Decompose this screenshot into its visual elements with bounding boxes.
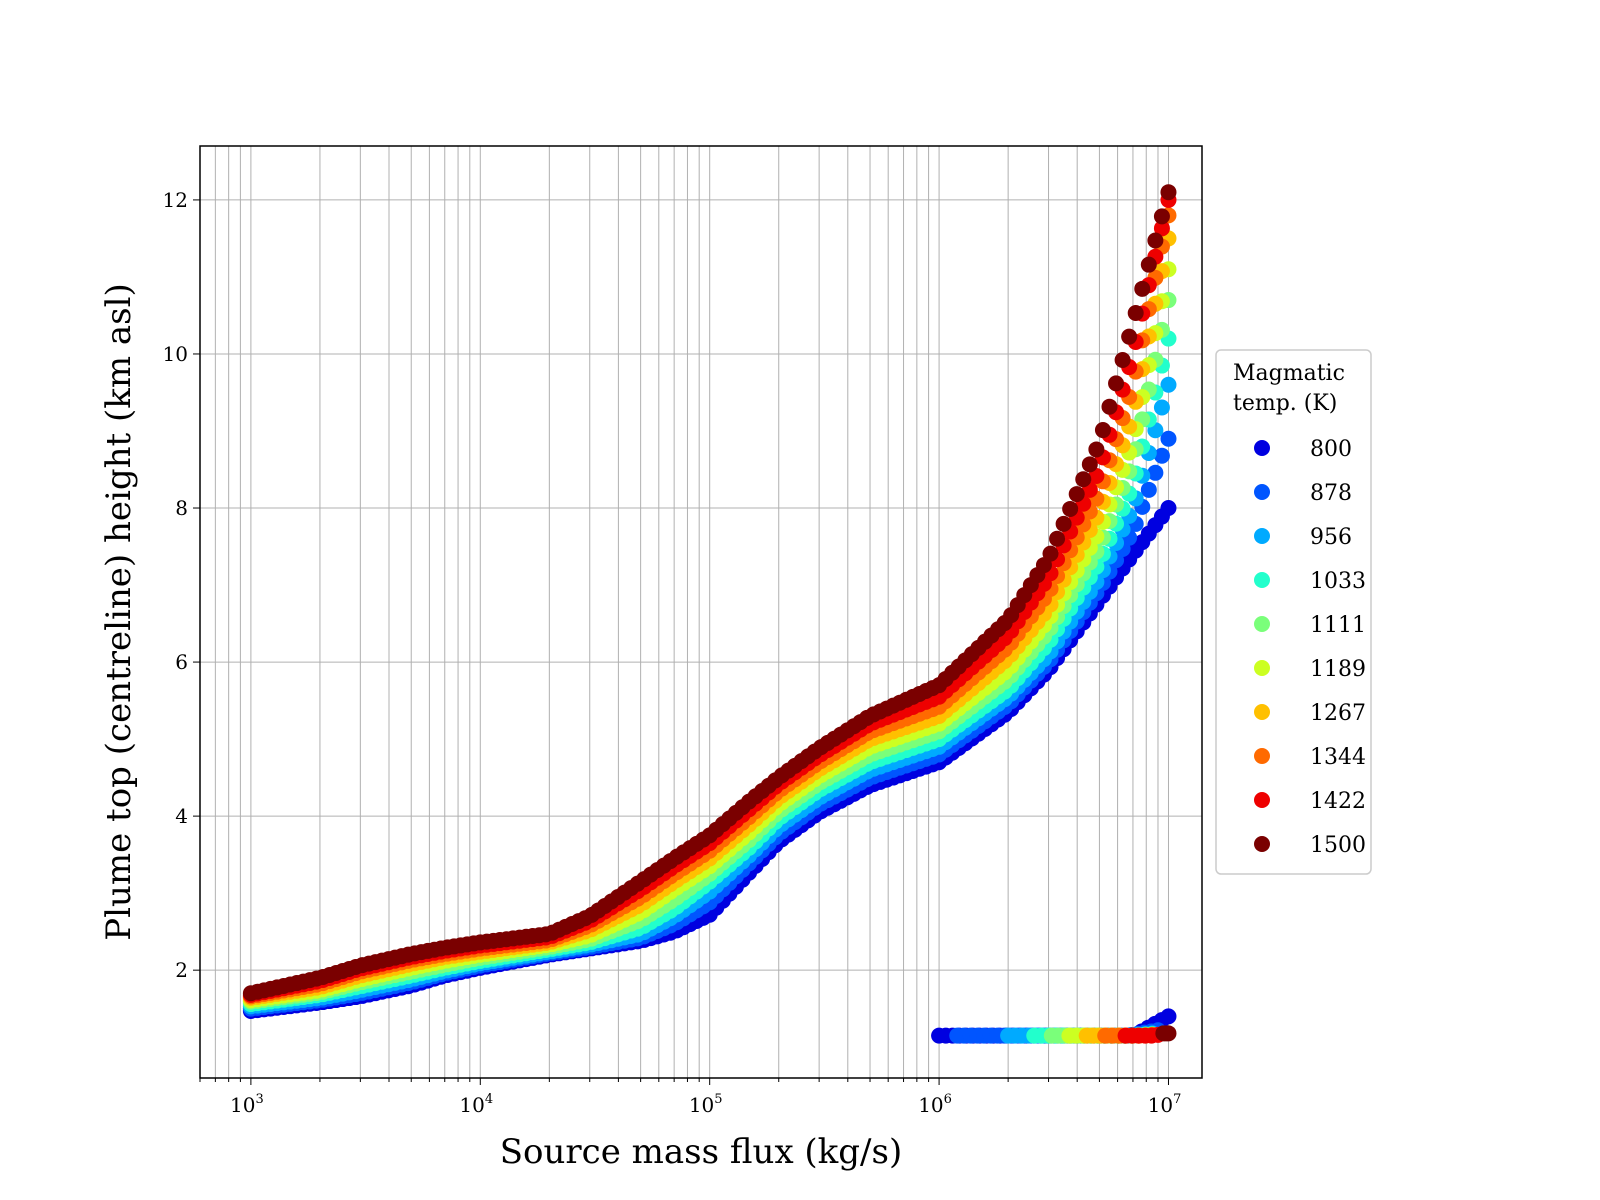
y-tick-label: 8 — [175, 496, 188, 520]
scatter-points — [242, 184, 1177, 1044]
legend-marker — [1254, 484, 1270, 500]
legend-frame — [1215, 349, 1372, 875]
data-point — [1088, 467, 1105, 484]
data-point — [1140, 481, 1157, 498]
data-point — [1108, 375, 1125, 392]
data-point — [1049, 530, 1066, 547]
data-point — [1140, 256, 1157, 273]
legend-marker — [1254, 704, 1270, 720]
legend-label: 800 — [1310, 437, 1352, 462]
data-point — [1121, 328, 1138, 345]
x-tick-base: 10 — [918, 1093, 943, 1117]
data-point — [1088, 441, 1105, 458]
x-tick-label: 103 — [230, 1092, 264, 1117]
x-tick-base: 10 — [1148, 1093, 1173, 1117]
data-point — [1153, 208, 1170, 225]
x-tick-label: 104 — [459, 1092, 493, 1117]
legend-title-line1: Magmatic — [1233, 361, 1345, 386]
data-point — [1055, 515, 1072, 532]
y-tick-label: 12 — [163, 188, 188, 212]
data-point — [1114, 352, 1131, 369]
data-point — [1153, 447, 1170, 464]
legend-marker — [1254, 440, 1270, 456]
data-point-low-branch — [1160, 1008, 1177, 1025]
y-tick-label: 2 — [175, 958, 188, 982]
y-tick-label: 4 — [175, 804, 188, 828]
data-point — [1042, 545, 1059, 562]
x-axis-title: Source mass flux (kg/s) — [500, 1132, 902, 1172]
x-tick-exponent: 3 — [255, 1092, 263, 1107]
data-point — [1068, 486, 1085, 503]
legend-title-line2: temp. (K) — [1233, 391, 1337, 416]
data-point — [1147, 232, 1164, 249]
x-tick-exponent: 5 — [714, 1092, 722, 1107]
data-point — [1075, 471, 1092, 488]
data-point — [1062, 500, 1079, 517]
x-tick-exponent: 4 — [485, 1092, 493, 1107]
legend-label: 1189 — [1310, 657, 1366, 682]
x-tick-base: 10 — [230, 1093, 255, 1117]
y-tick-label: 6 — [175, 650, 188, 674]
legend-marker — [1254, 572, 1270, 588]
y-tick-label: 10 — [163, 342, 188, 366]
series-1500 — [242, 184, 1177, 1042]
data-point-low-branch — [1160, 1025, 1177, 1042]
legend-marker — [1254, 792, 1270, 808]
legend-items: 800 878 956 1033 1111 1189 1267 1344 1422 1500 — [1254, 437, 1366, 858]
legend-label: 1033 — [1310, 569, 1366, 594]
x-tick-label: 107 — [1148, 1092, 1182, 1117]
data-point — [1160, 184, 1177, 201]
data-point — [1160, 430, 1177, 447]
data-point — [1160, 376, 1177, 393]
x-tick-exponent: 6 — [944, 1092, 952, 1107]
legend-label: 878 — [1310, 481, 1352, 506]
legend-label: 1344 — [1310, 745, 1366, 770]
legend-marker — [1254, 836, 1270, 852]
legend-label: 1267 — [1310, 701, 1366, 726]
legend-label: 956 — [1310, 525, 1352, 550]
data-point — [1153, 220, 1170, 237]
plot-frame — [199, 145, 1203, 1079]
y-axis-title: Plume top (centreline) height (km asl) — [99, 283, 139, 941]
legend-label: 1111 — [1310, 613, 1366, 638]
x-tick-base: 10 — [459, 1093, 484, 1117]
data-point — [1147, 464, 1164, 481]
legend-marker — [1254, 528, 1270, 544]
data-point — [1160, 500, 1177, 517]
legend-marker — [1254, 660, 1270, 676]
data-point — [1134, 280, 1151, 297]
data-point — [1101, 398, 1118, 415]
legend-marker — [1254, 748, 1270, 764]
x-tick-label: 106 — [918, 1092, 952, 1117]
data-point — [1094, 422, 1111, 439]
x-tick-label: 105 — [689, 1092, 723, 1117]
data-point — [1153, 399, 1170, 416]
legend-marker — [1254, 616, 1270, 632]
legend: Magmatic temp. (K) 800 878 956 1033 1111 1189… — [1215, 349, 1372, 875]
x-tick-base: 10 — [689, 1093, 714, 1117]
data-point — [1081, 456, 1098, 473]
legend-label: 1422 — [1310, 789, 1366, 814]
data-point — [1127, 304, 1144, 321]
legend-label: 1500 — [1310, 833, 1366, 858]
x-tick-exponent: 7 — [1173, 1092, 1181, 1107]
